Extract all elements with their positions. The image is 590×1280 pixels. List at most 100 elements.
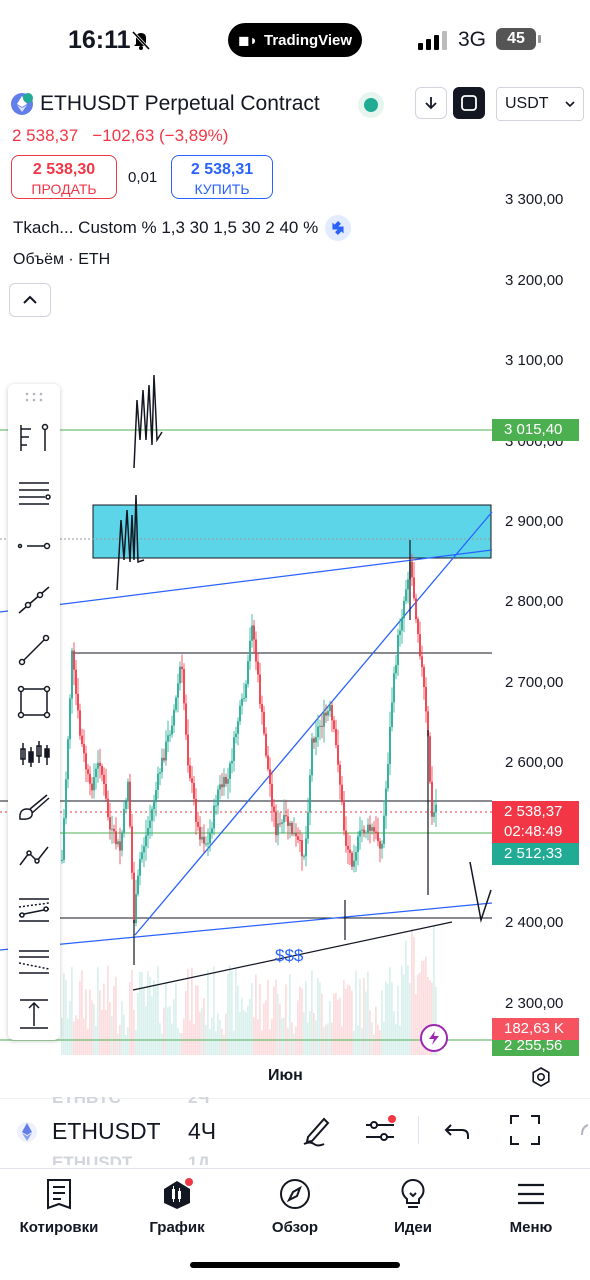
volume-bar xyxy=(321,993,323,1055)
rectangle-tool-button[interactable] xyxy=(14,682,54,722)
more-tools-icon[interactable] xyxy=(578,1113,590,1147)
volume-bar xyxy=(347,984,349,1055)
candle-body xyxy=(377,832,379,842)
volume-bar xyxy=(255,974,257,1055)
sell-button[interactable]: 2 538,30 ПРОДАТЬ xyxy=(11,155,117,199)
tab-overview[interactable]: Обзор xyxy=(236,1175,354,1236)
tab-menu[interactable]: Меню xyxy=(472,1175,590,1236)
volume-bar xyxy=(267,980,269,1055)
volume-bar xyxy=(177,1027,179,1055)
volume-bar xyxy=(419,972,421,1055)
candle-body xyxy=(375,831,377,833)
candle-body xyxy=(229,763,231,779)
trendline-lower[interactable] xyxy=(0,902,493,951)
drawn-arrow-right[interactable] xyxy=(469,861,492,923)
ray-tool-button[interactable] xyxy=(14,526,54,566)
volume-bar xyxy=(141,972,143,1055)
pattern-tool-button[interactable] xyxy=(14,836,54,876)
forecast-tool-button[interactable] xyxy=(14,942,54,982)
fib-tool-button[interactable] xyxy=(14,418,54,458)
download-button[interactable] xyxy=(415,87,447,119)
volume-bar xyxy=(381,990,383,1055)
volume-bar xyxy=(307,1022,309,1055)
candle-body xyxy=(125,801,127,809)
candle-body xyxy=(327,711,329,716)
volume-bar xyxy=(231,971,233,1055)
candles-tool-button[interactable] xyxy=(14,734,54,774)
supply-zone[interactable] xyxy=(92,504,492,559)
volume-bar xyxy=(249,998,251,1055)
volume-bar xyxy=(259,984,261,1055)
fullscreen-toggle-button[interactable] xyxy=(453,87,485,119)
last-price-tag[interactable]: 2 538,37 02:48:49 xyxy=(492,801,579,843)
collapse-legend-button[interactable] xyxy=(9,283,51,317)
trendline-extended-tool-button[interactable] xyxy=(14,580,54,620)
volume-bar xyxy=(245,1012,247,1055)
indicator-arrows-icon[interactable] xyxy=(324,214,352,242)
indicator-legend[interactable]: Tkach... Custom % 1,3 30 1,5 30 2 40 % xyxy=(13,214,352,242)
price-tag-3015[interactable]: 3 015,40 xyxy=(492,419,579,441)
tab-label: Котировки xyxy=(19,1219,99,1236)
measure-tool-button[interactable] xyxy=(14,994,54,1034)
volume-bar xyxy=(313,1013,315,1055)
volume-bar xyxy=(303,1012,305,1055)
price-change: −102,63 (−3,89%) xyxy=(92,126,229,145)
candle-body xyxy=(135,894,137,924)
candle-body xyxy=(177,683,179,698)
trendline-rising[interactable] xyxy=(134,511,493,936)
sell-price: 2 538,30 xyxy=(32,161,96,178)
candle-body xyxy=(207,843,209,845)
trendline-tool-button[interactable] xyxy=(14,630,54,670)
volume-bar xyxy=(209,1029,211,1055)
candle-body xyxy=(379,841,381,849)
price-tag-2512[interactable]: 2 512,33 xyxy=(492,843,579,865)
volume-bar xyxy=(121,1000,123,1055)
undo-icon[interactable] xyxy=(442,1113,474,1147)
buy-button[interactable]: 2 538,31 КУПИТЬ xyxy=(171,155,273,199)
symbol-selector[interactable]: ETHUSDT xyxy=(52,1118,161,1144)
volume-legend[interactable]: Объём · ETH xyxy=(13,251,111,268)
candle-body xyxy=(213,805,215,829)
candle-body xyxy=(109,817,111,830)
interval-selector[interactable]: 4Ч xyxy=(188,1118,217,1144)
trendline-upper[interactable] xyxy=(0,549,493,613)
volume-bar xyxy=(69,1000,71,1055)
candle-body xyxy=(325,712,327,716)
pen-drawing-icon[interactable] xyxy=(300,1113,334,1147)
volume-bar xyxy=(335,992,337,1055)
rectangle-icon xyxy=(17,685,51,719)
candle-body xyxy=(139,859,141,876)
candle-body xyxy=(273,806,275,813)
volume-bar xyxy=(131,969,133,1055)
candle-body xyxy=(335,729,337,746)
candle-body xyxy=(319,725,321,727)
chart-settings-icon[interactable] xyxy=(530,1066,552,1088)
candle-body xyxy=(203,836,205,844)
volume-bar xyxy=(155,984,157,1055)
candle-body xyxy=(223,777,225,788)
drag-handle-icon[interactable] xyxy=(25,392,43,406)
fullscreen-icon[interactable] xyxy=(508,1113,542,1147)
price-chart[interactable] xyxy=(0,0,590,1060)
tab-ideas[interactable]: Идеи xyxy=(354,1175,472,1236)
bolt-icon[interactable] xyxy=(420,1024,448,1052)
tab-quotes[interactable]: Котировки xyxy=(0,1175,118,1236)
drawn-path-zone[interactable] xyxy=(116,494,145,591)
candle-body xyxy=(259,674,261,704)
symbol-header[interactable]: ETHUSDT Perpetual Contract xyxy=(10,92,320,116)
volume-bar xyxy=(191,967,193,1055)
candle-body xyxy=(175,697,177,710)
fib-channel-tool-button[interactable] xyxy=(14,890,54,930)
drawn-path-top[interactable] xyxy=(133,374,163,469)
candle-body xyxy=(103,774,105,784)
price-tag-2255[interactable]: 2 255,56 xyxy=(492,1040,579,1056)
horizontal-lines-tool-button[interactable] xyxy=(14,474,54,514)
indicators-icon[interactable] xyxy=(362,1113,398,1147)
liquidity-label[interactable]: $$$ xyxy=(275,946,304,965)
brush-tool-button[interactable] xyxy=(14,786,54,826)
lightning-icon xyxy=(429,1031,439,1045)
currency-select[interactable]: USDT xyxy=(496,87,584,121)
candle-body xyxy=(281,822,283,824)
tab-chart[interactable]: График xyxy=(118,1175,236,1236)
liquidity-line[interactable] xyxy=(132,921,453,991)
